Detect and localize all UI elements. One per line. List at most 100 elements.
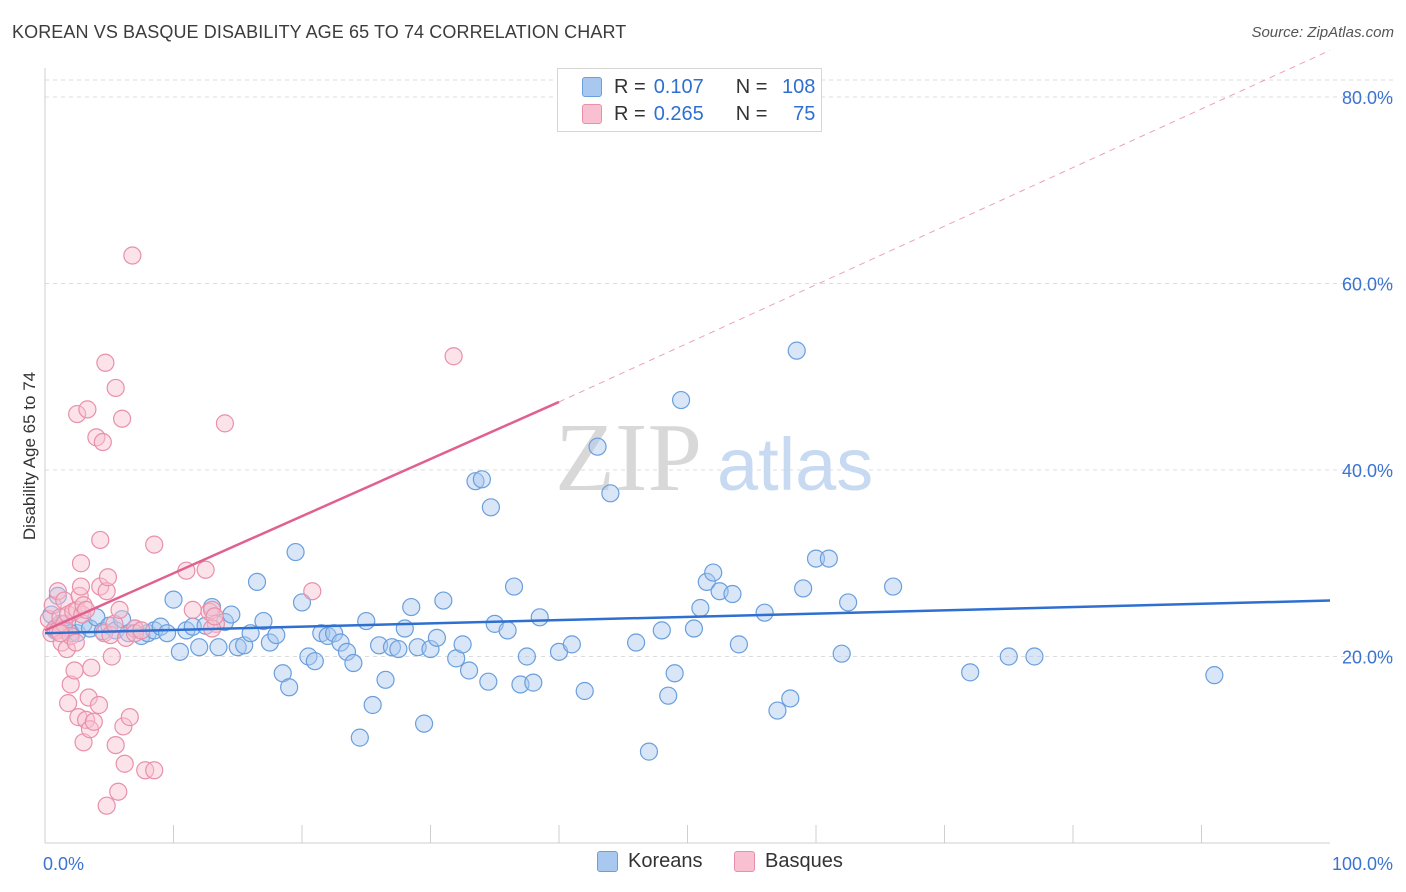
data-point xyxy=(472,470,491,489)
data-point xyxy=(639,742,659,761)
legend-n-value: 108 xyxy=(782,75,816,98)
data-point xyxy=(222,605,241,624)
data-point xyxy=(71,577,91,596)
data-point xyxy=(115,754,134,773)
data-point xyxy=(659,686,678,705)
data-point xyxy=(806,549,826,568)
data-point xyxy=(414,714,434,733)
data-point xyxy=(209,638,228,657)
data-point xyxy=(120,708,139,727)
data-point xyxy=(303,582,322,601)
data-point xyxy=(357,611,376,631)
bottom-legend-swatch-basques xyxy=(734,851,755,872)
data-point xyxy=(280,678,299,697)
data-point xyxy=(504,577,524,596)
data-point xyxy=(91,530,110,550)
legend-row-koreans: R = 0.107 N = 108 xyxy=(582,75,815,99)
data-point xyxy=(84,712,103,731)
data-point xyxy=(665,664,684,683)
data-point xyxy=(459,661,479,680)
data-point xyxy=(575,681,594,701)
chart-title: KOREAN VS BASQUE DISABILITY AGE 65 TO 74… xyxy=(12,22,627,42)
data-point xyxy=(254,611,273,631)
data-point xyxy=(498,621,517,640)
data-point xyxy=(601,484,620,503)
data-point xyxy=(183,600,202,619)
bottom-legend-koreans: Koreans xyxy=(597,850,703,873)
data-point xyxy=(626,633,646,652)
bottom-legend-label-koreans: Koreans xyxy=(628,850,703,872)
data-point xyxy=(350,728,369,747)
data-point xyxy=(78,400,97,419)
data-point xyxy=(267,625,286,645)
data-point xyxy=(961,663,980,682)
data-point xyxy=(517,647,536,666)
data-point xyxy=(79,688,98,707)
data-point xyxy=(781,689,800,708)
data-point xyxy=(68,404,87,424)
data-point xyxy=(112,409,132,428)
data-point xyxy=(123,246,142,265)
data-point xyxy=(305,652,324,671)
data-point xyxy=(530,608,549,627)
data-point xyxy=(292,593,312,612)
series-koreans xyxy=(42,341,1224,761)
data-point xyxy=(704,563,723,582)
data-point xyxy=(66,633,85,652)
data-point xyxy=(228,638,247,657)
data-point xyxy=(98,568,118,587)
data-point xyxy=(434,591,453,610)
data-point xyxy=(61,675,80,694)
data-point xyxy=(215,414,234,433)
series-basques xyxy=(39,246,463,815)
data-point xyxy=(794,579,813,598)
legend-n-label: N = xyxy=(735,102,768,125)
legend-r-label: R = xyxy=(614,102,646,125)
legend-r-value: 0.265 xyxy=(653,102,704,125)
bottom-legend-label-basques: Basques xyxy=(765,850,843,872)
x-tick-label: 100.0% xyxy=(1332,854,1393,874)
data-point xyxy=(389,639,408,659)
trend-line-extension xyxy=(558,49,1331,403)
data-point xyxy=(421,639,440,659)
data-point xyxy=(82,658,101,677)
data-point xyxy=(196,560,215,579)
data-point xyxy=(1025,647,1044,666)
trend-line xyxy=(44,599,1331,635)
y-tick-label: 20.0% xyxy=(1342,648,1393,668)
data-point xyxy=(691,598,710,618)
data-point xyxy=(768,701,787,720)
data-point xyxy=(999,647,1018,666)
legend: R = 0.107 N = 108 R = 0.265 N = 75 xyxy=(557,68,822,132)
bottom-legend-swatch-koreans xyxy=(597,851,618,872)
source-credit: Source: ZipAtlas.com xyxy=(1251,24,1394,41)
data-point xyxy=(170,642,190,661)
data-point xyxy=(382,638,402,657)
data-point xyxy=(723,584,742,604)
data-point xyxy=(524,673,543,692)
data-point xyxy=(652,621,671,640)
legend-r-value: 0.107 xyxy=(653,75,704,98)
data-point xyxy=(344,653,363,673)
data-point xyxy=(286,542,305,562)
data-point xyxy=(89,695,109,715)
data-point xyxy=(48,582,67,601)
y-tick-label: 60.0% xyxy=(1342,275,1393,295)
data-point xyxy=(395,619,414,638)
data-point xyxy=(145,761,164,780)
data-point xyxy=(125,619,145,638)
data-point xyxy=(106,378,125,398)
data-points xyxy=(39,246,1224,815)
data-point xyxy=(106,735,125,755)
watermark-atlas: atlas xyxy=(717,423,873,506)
data-point xyxy=(145,535,164,554)
data-point xyxy=(427,628,447,647)
data-point xyxy=(95,624,114,643)
data-point xyxy=(59,694,78,713)
data-point xyxy=(729,635,749,654)
data-point xyxy=(832,644,851,663)
data-point xyxy=(883,577,903,596)
data-point xyxy=(466,472,485,491)
data-point xyxy=(787,341,806,360)
data-point xyxy=(697,572,716,592)
